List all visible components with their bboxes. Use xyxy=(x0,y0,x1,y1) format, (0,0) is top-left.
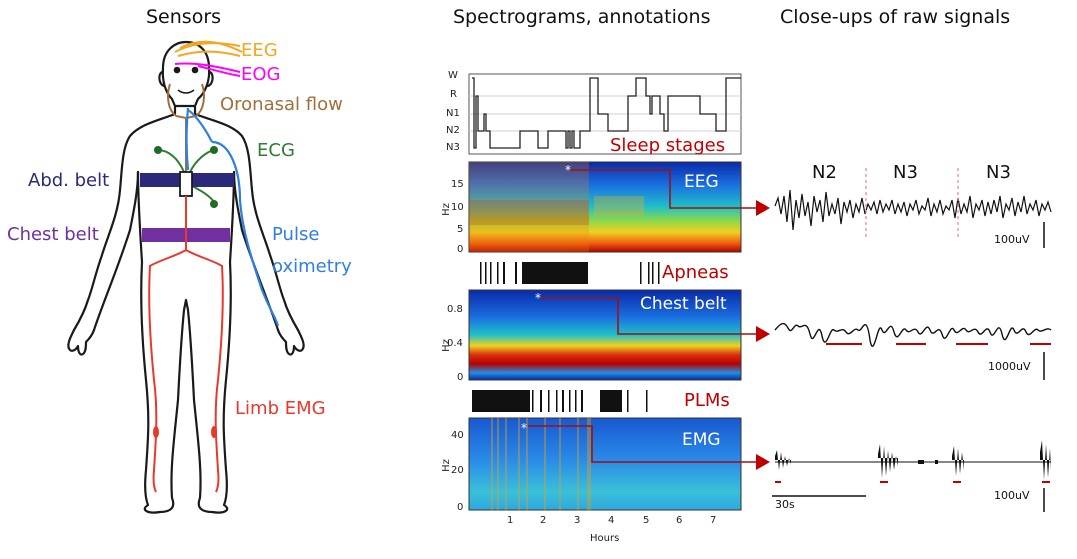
apnea-events xyxy=(480,262,660,284)
spectrogram-title-emg: EMG xyxy=(682,430,721,450)
emg-scale-label: 100uV xyxy=(994,489,1030,502)
svg-text:*: * xyxy=(521,421,527,435)
label-abd-belt: Abd. belt xyxy=(28,170,110,191)
chest-raw-trace xyxy=(774,322,1052,347)
svg-text:*: * xyxy=(565,163,571,177)
heading-closeups: Close-ups of raw signals xyxy=(780,6,1011,28)
time-scale-label: 30s xyxy=(775,498,795,511)
hours-tick-3: 3 xyxy=(574,515,581,526)
label-pulse: Pulse xyxy=(272,224,320,245)
hypnogram-trace xyxy=(472,77,741,149)
eeg-ytick-10: 10 xyxy=(451,202,464,213)
emg-ytick-40: 40 xyxy=(451,430,464,441)
eeg-raw-trace xyxy=(774,189,1052,231)
label-oronasal-flow: Oronasal flow xyxy=(220,94,343,115)
hours-axis-label: Hours xyxy=(590,533,620,544)
limb-emg-wires xyxy=(148,196,224,493)
emg-bursts xyxy=(775,440,1051,480)
closeup-stage-label-1: N2 xyxy=(812,162,837,183)
emg-spectrogram xyxy=(468,417,742,511)
limb-emg-electrodes xyxy=(153,426,217,438)
pulse-oximetry-wire xyxy=(185,107,280,327)
closeup-arrowheads xyxy=(756,200,770,470)
hours-tick-6: 6 xyxy=(676,515,683,526)
stage-tick-n1: N1 xyxy=(446,108,460,119)
heading-sensors: Sensors xyxy=(146,6,222,28)
chest-scale-label: 1000uV xyxy=(988,360,1031,373)
stage-tick-n3: N3 xyxy=(446,142,460,153)
heading-spectrograms: Spectrograms, annotations xyxy=(453,6,711,28)
chest-ytick-0-4: 0.4 xyxy=(447,338,463,349)
eeg-ytick-15: 15 xyxy=(451,179,464,190)
closeup-stage-label-3: N3 xyxy=(986,162,1011,183)
hours-tick-5: 5 xyxy=(643,515,650,526)
plm-events xyxy=(472,390,648,412)
label-oximetry: oximetry xyxy=(272,256,352,277)
spectrogram-title-chest-belt: Chest belt xyxy=(640,294,727,314)
eog-wires xyxy=(174,62,241,77)
body-outline xyxy=(67,40,305,514)
stage-tick-w: W xyxy=(448,70,458,81)
label-eog: EOG xyxy=(241,64,281,85)
eeg-spectrogram xyxy=(468,161,742,253)
ecg-electrodes xyxy=(154,146,218,208)
closeup-markers: * * * xyxy=(521,163,571,435)
emg-ytick-20: 20 xyxy=(451,465,464,476)
stage-tick-r: R xyxy=(450,89,457,100)
stage-dividers xyxy=(865,168,959,240)
label-sleep-stages: Sleep stages xyxy=(610,135,726,156)
eeg-ytick-5: 5 xyxy=(457,224,464,235)
emg-ytick-0: 0 xyxy=(457,502,464,513)
closeup-stage-label-2: N3 xyxy=(893,162,918,183)
hours-tick-2: 2 xyxy=(540,515,547,526)
hours-tick-1: 1 xyxy=(507,515,514,526)
spectrogram-title-eeg: EEG xyxy=(684,172,719,192)
label-chest-belt: Chest belt xyxy=(7,224,99,245)
chest-ytick-0-8: 0.8 xyxy=(447,304,463,315)
label-ecg: ECG xyxy=(257,140,295,161)
eeg-ytick-0: 0 xyxy=(457,244,464,255)
eeg-spectrogram-highlight xyxy=(469,162,589,252)
face-features xyxy=(173,66,199,94)
eeg-wires xyxy=(174,40,243,57)
label-plms: PLMs xyxy=(684,390,730,411)
hours-tick-7: 7 xyxy=(710,515,717,526)
eeg-scale-label: 100uV xyxy=(994,233,1030,246)
svg-text:*: * xyxy=(535,291,541,305)
hours-tick-4: 4 xyxy=(608,515,615,526)
closeup-connectors xyxy=(528,169,756,463)
chest-ytick-0: 0 xyxy=(457,372,464,383)
stage-tick-n2: N2 xyxy=(446,125,460,136)
emg-spectrogram-stripes xyxy=(491,418,591,510)
chest-belt-spectrogram xyxy=(468,289,742,381)
label-limb-emg: Limb EMG xyxy=(235,398,326,419)
label-eeg: EEG xyxy=(241,40,278,61)
label-apneas: Apneas xyxy=(662,262,729,283)
